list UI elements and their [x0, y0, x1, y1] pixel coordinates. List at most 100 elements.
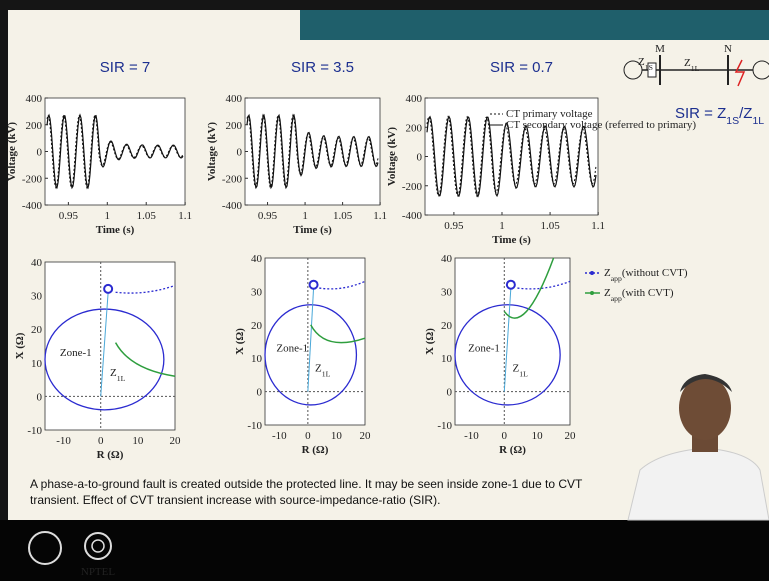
x-axis-label: R (Ω) — [302, 444, 329, 456]
x-tick-label: -10 — [464, 430, 479, 442]
x-tick-label: 1 — [105, 210, 111, 222]
logo-text: NPTEL — [81, 566, 116, 578]
y-tick-label: 20 — [31, 324, 43, 336]
plot-area — [455, 258, 570, 425]
y-tick-label: -200 — [22, 173, 43, 185]
y-axis-label: Voltage (kV) — [206, 122, 218, 182]
x-tick-label: 1.05 — [137, 210, 157, 222]
x-axis-label: R (Ω) — [97, 449, 124, 461]
zone-label: Zone-1 — [60, 347, 92, 359]
x-tick-label: 1.05 — [540, 220, 560, 232]
x-tick-label: 20 — [170, 435, 182, 447]
y-tick-label: 0 — [257, 387, 263, 399]
plot-title: SIR = 7 — [100, 59, 150, 76]
x-tick-label: 0 — [305, 430, 311, 442]
y-axis-label: X (Ω) — [14, 332, 26, 359]
x-tick-label: 0.95 — [59, 210, 79, 222]
y-tick-label: -400 — [222, 200, 243, 212]
x-tick-label: -10 — [272, 430, 287, 442]
x-tick-label: 0 — [98, 435, 104, 447]
plot-title: SIR = 0.7 — [490, 59, 553, 76]
y-tick-label: -400 — [22, 200, 43, 212]
legend-label: CT secondary voltage (referred to primar… — [506, 119, 696, 131]
y-axis-label: Voltage (kV) — [6, 122, 18, 182]
x-tick-label: 1 — [302, 210, 308, 222]
text-run: (with CVT) — [622, 287, 674, 299]
text-run: SIR = Z — [675, 105, 726, 122]
text-run: /Z — [739, 105, 752, 122]
y-axis-label: X (Ω) — [424, 328, 436, 355]
subscript: app — [611, 274, 622, 283]
x-tick-label: 1.1 — [373, 210, 387, 222]
subscript: 1S — [726, 115, 739, 127]
subscript: 1S — [645, 63, 653, 72]
x-tick-label: 20 — [565, 430, 577, 442]
x-tick-label: 1.05 — [333, 210, 353, 222]
x-tick-label: 1.1 — [591, 220, 605, 232]
y-tick-label: -200 — [402, 181, 423, 193]
x-tick-label: -10 — [56, 435, 71, 447]
y-axis-label: X (Ω) — [234, 328, 246, 355]
footer-band — [0, 520, 769, 581]
subscript: 1L — [519, 369, 528, 378]
x-axis-label: Time (s) — [96, 224, 135, 236]
y-tick-label: 200 — [226, 120, 243, 132]
legend-marker — [590, 271, 594, 275]
zone-label: Zone-1 — [276, 343, 308, 355]
y-tick-label: 30 — [251, 286, 263, 298]
x-tick-label: 1.1 — [178, 210, 192, 222]
y-tick-label: 10 — [251, 353, 263, 365]
y-tick-label: 40 — [31, 257, 43, 269]
y-tick-label: 200 — [26, 120, 43, 132]
y-axis-label: Voltage (kV) — [386, 127, 398, 187]
bus-label: N — [724, 43, 732, 55]
x-axis-label: Time (s) — [492, 234, 531, 246]
y-tick-label: 40 — [441, 253, 453, 265]
bus-label: M — [655, 43, 665, 55]
y-tick-label: 200 — [406, 122, 423, 134]
y-tick-label: 0 — [37, 147, 43, 159]
plot-area — [45, 262, 175, 430]
y-tick-label: 400 — [26, 93, 43, 105]
text-run: (without CVT) — [622, 267, 688, 279]
y-tick-label: -10 — [437, 420, 452, 432]
y-tick-label: 40 — [251, 253, 263, 265]
y-tick-label: -200 — [222, 173, 243, 185]
y-tick-label: 0 — [417, 152, 423, 164]
zone-label: Zone-1 — [468, 343, 500, 355]
y-tick-label: 0 — [447, 387, 453, 399]
y-tick-label: 30 — [31, 291, 43, 303]
subscript: 1L — [117, 374, 126, 383]
x-tick-label: 1 — [499, 220, 505, 232]
plot-title: SIR = 3.5 — [291, 59, 354, 76]
legend-marker — [590, 291, 594, 295]
y-tick-label: 10 — [441, 353, 453, 365]
subscript: 1L — [322, 369, 331, 378]
x-tick-label: 0 — [502, 430, 508, 442]
header-band — [300, 10, 769, 40]
slide-frame: SIR = 74002000-200-4000.9511.051.1Time (… — [0, 0, 769, 581]
x-tick-label: 10 — [532, 430, 544, 442]
subscript: 1L — [691, 64, 700, 73]
y-tick-label: 10 — [31, 358, 43, 370]
caption-line: transient. Effect of CVT transient incre… — [30, 493, 440, 507]
y-tick-label: -400 — [402, 210, 423, 222]
x-tick-label: 0.95 — [258, 210, 278, 222]
x-tick-label: 0.95 — [444, 220, 464, 232]
caption-line: A phase-a-to-ground fault is created out… — [30, 477, 583, 491]
x-tick-label: 20 — [360, 430, 372, 442]
y-tick-label: 20 — [441, 320, 453, 332]
y-tick-label: 30 — [441, 286, 453, 298]
x-axis-label: Time (s) — [293, 224, 332, 236]
y-tick-label: -10 — [27, 425, 42, 437]
y-tick-label: 20 — [251, 320, 263, 332]
x-tick-label: 10 — [331, 430, 343, 442]
y-tick-label: 400 — [226, 93, 243, 105]
x-tick-label: 10 — [132, 435, 144, 447]
subscript: 1L — [752, 115, 764, 127]
y-tick-label: 400 — [406, 93, 423, 105]
y-tick-label: 0 — [237, 147, 243, 159]
y-tick-label: 0 — [37, 391, 43, 403]
y-tick-label: -10 — [247, 420, 262, 432]
subscript: app — [611, 294, 622, 303]
